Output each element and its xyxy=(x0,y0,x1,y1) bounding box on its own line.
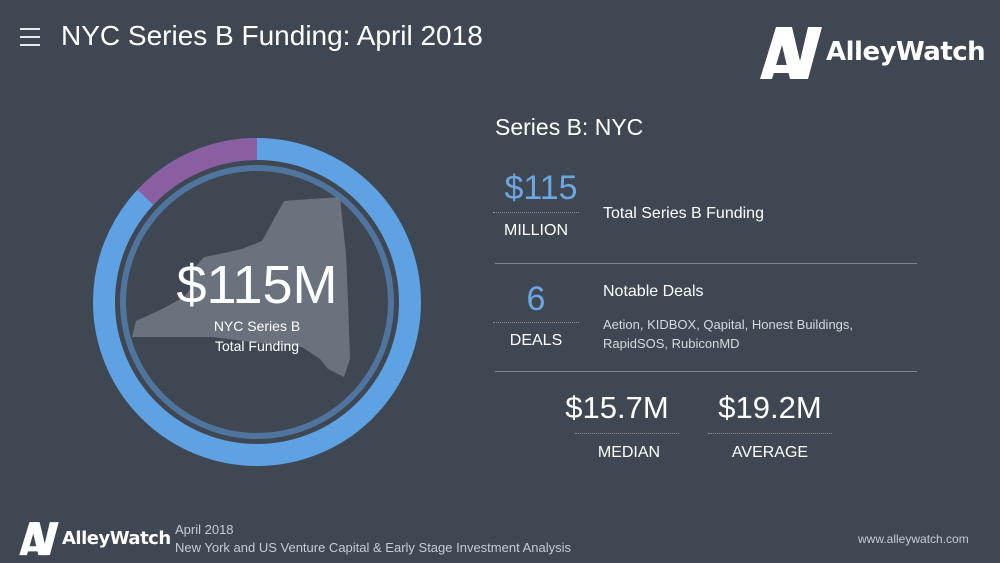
total-funding-label: Total Series B Funding xyxy=(603,205,764,222)
deals-count-value: 6 xyxy=(526,280,546,318)
notable-deals-title: Notable Deals xyxy=(603,283,704,300)
center-label-line1: NYC Series B xyxy=(213,318,301,334)
average-value: $19.2M xyxy=(718,390,822,425)
total-funding-unit: MILLION xyxy=(503,222,568,239)
donut-highlight-segment xyxy=(93,138,421,466)
section-divider xyxy=(495,371,917,372)
median-value: $15.7M xyxy=(565,390,669,425)
new-york-state-icon xyxy=(132,197,350,377)
footer-date: April 2018 xyxy=(175,522,234,537)
section-title: Series B: NYC xyxy=(495,114,644,140)
deals-count-unit: DEALS xyxy=(509,332,563,349)
deals-list-line1: Aetion, KIDBOX, Qapital, Honest Building… xyxy=(603,317,854,332)
footer-url[interactable]: www.alleywatch.com xyxy=(858,532,969,546)
center-label-line2: Total Funding xyxy=(214,338,300,354)
notable-deals-list: Aetion, KIDBOX, Qapital, Honest Building… xyxy=(603,315,903,353)
footer-alleywatch-logo[interactable]: AlleyWatch xyxy=(18,518,171,558)
alleywatch-mark-icon xyxy=(760,27,822,79)
average-label: AVERAGE xyxy=(731,444,809,461)
funding-donut-chart xyxy=(93,138,421,466)
page-title: NYC Series B Funding: April 2018 xyxy=(61,20,483,51)
brand-name: AlleyWatch xyxy=(826,37,986,67)
alleywatch-mark-icon xyxy=(19,522,59,556)
donut-center-value: $115M xyxy=(176,255,338,315)
divider xyxy=(493,322,579,323)
divider xyxy=(493,212,579,213)
section-divider xyxy=(495,263,917,264)
alleywatch-logo[interactable]: AlleyWatch xyxy=(758,22,986,82)
deals-list-line2: RapidSOS, RubiconMD xyxy=(603,336,740,351)
donut-center-label: NYC Series B Total Funding xyxy=(92,316,422,356)
divider xyxy=(575,433,679,434)
total-funding-value: $115 xyxy=(504,169,578,207)
footer-subtitle: New York and US Venture Capital & Early … xyxy=(175,540,571,555)
hamburger-menu-icon[interactable] xyxy=(20,28,40,46)
divider xyxy=(708,433,832,434)
footer-brand-name: AlleyWatch xyxy=(62,527,171,549)
donut-inner-ring xyxy=(120,165,394,439)
median-label: MEDIAN xyxy=(597,444,661,461)
